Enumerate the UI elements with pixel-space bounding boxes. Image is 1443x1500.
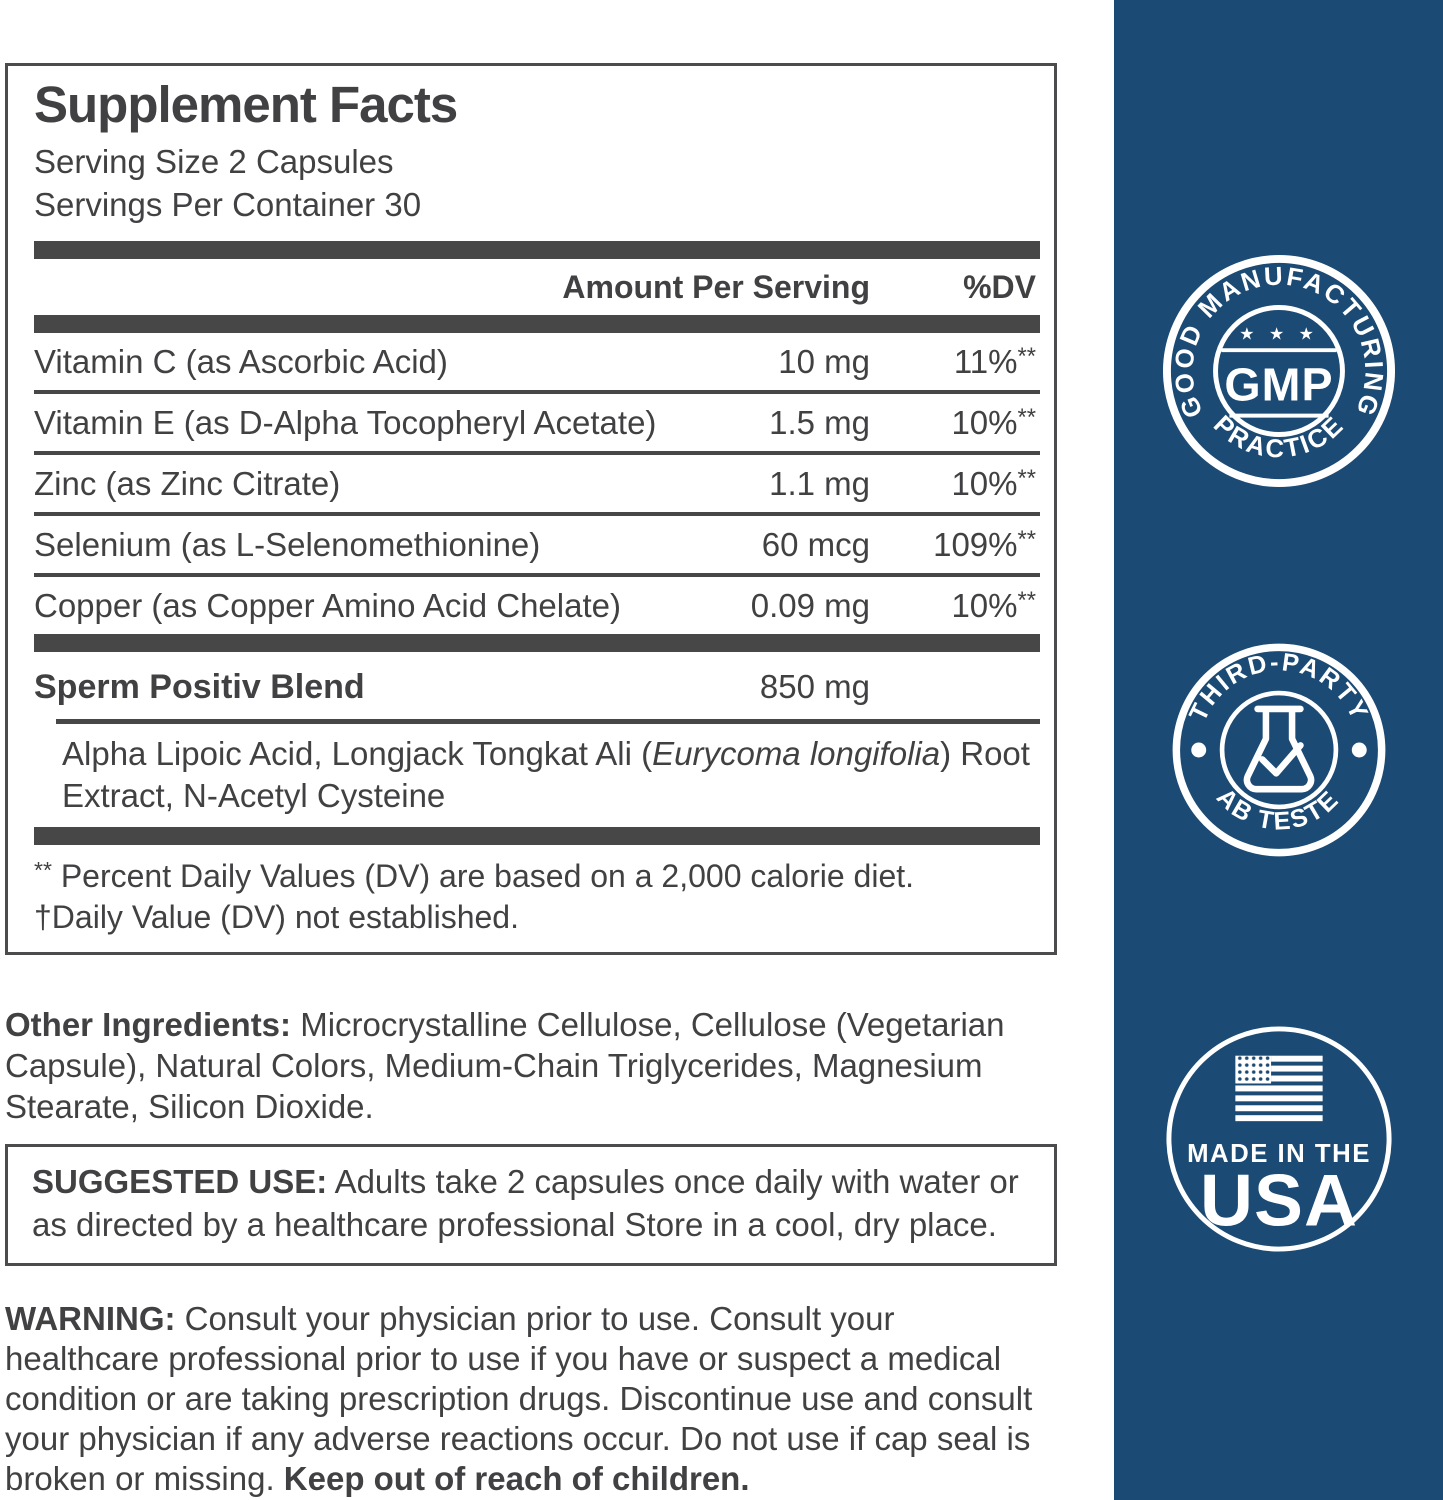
footnote-marker: **: [1017, 343, 1037, 371]
table-row: Selenium (as L-Selenomethionine) 60 mcg …: [34, 512, 1040, 573]
facts-column-header: Amount Per Serving %DV: [34, 259, 1040, 315]
row-amount: 1.1 mg: [769, 465, 870, 503]
svg-text:THIRD-PARTY: THIRD-PARTY: [1184, 648, 1374, 725]
star-icons: ★ ★ ★: [1239, 324, 1318, 343]
made-in-usa-badge-icon: MADE IN THE USA: [1165, 1026, 1392, 1252]
lab-tested-badge: THIRD-PARTY LAB TESTED: [1167, 638, 1391, 862]
dv-header: %DV: [963, 269, 1036, 306]
warning: WARNING: Consult your physician prior to…: [5, 1299, 1033, 1497]
footnote-marker: **: [1017, 465, 1037, 493]
divider-bar-thick: [34, 315, 1040, 334]
suggested-use-label: SUGGESTED USE:: [32, 1163, 328, 1201]
other-ingredients-label: Other Ingredients:: [5, 1006, 292, 1044]
row-amount: 1.5 mg: [769, 404, 870, 442]
other-ingredients: Other Ingredients: Microcrystalline Cell…: [5, 1006, 1005, 1126]
svg-text:GMP: GMP: [1224, 359, 1333, 411]
row-name: Copper (as Copper Amino Acid Chelate): [34, 587, 621, 625]
warning-label: WARNING:: [5, 1299, 176, 1337]
flask-icon: [1243, 705, 1314, 793]
footnote-marker: **: [1017, 404, 1037, 432]
footnotes: ** Percent Daily Values (DV) are based o…: [34, 845, 1040, 939]
svg-text:USA: USA: [1200, 1159, 1358, 1241]
row-name: Vitamin E (as D-Alpha Tocopheryl Acetate…: [34, 404, 657, 442]
serving-size: Serving Size 2 Capsules: [34, 142, 394, 180]
footnote-marker: **: [1017, 587, 1037, 615]
svg-text:MADE IN THE: MADE IN THE: [1187, 1140, 1371, 1168]
footnote-2: †Daily Value (DV) not established.: [34, 899, 519, 936]
label-main-column: Supplement Facts Serving Size 2 Capsules…: [5, 63, 1057, 1498]
warning-bold-ending: Keep out of reach of children.: [283, 1459, 750, 1497]
table-row: Vitamin C (as Ascorbic Acid) 10 mg 11%**: [34, 333, 1040, 390]
row-name: Zinc (as Zinc Citrate): [34, 465, 341, 503]
row-amount: 0.09 mg: [750, 587, 870, 625]
footnote-marker: **: [34, 857, 52, 884]
made-in-usa-badge: MADE IN THE USA: [1160, 1020, 1398, 1258]
row-dv: 109%**: [933, 526, 1036, 564]
row-amount: 60 mcg: [761, 526, 870, 564]
row-dv: 10%**: [951, 587, 1036, 625]
table-row: Vitamin E (as D-Alpha Tocopheryl Acetate…: [34, 390, 1040, 451]
suggested-use-box: SUGGESTED USE: Adults take 2 capsules on…: [5, 1144, 1057, 1266]
footnote-marker: **: [1017, 526, 1037, 554]
lab-tested-badge-icon: THIRD-PARTY LAB TESTED: [1167, 638, 1385, 857]
row-name: Selenium (as L-Selenomethionine): [34, 526, 541, 564]
row-dv: 11%**: [953, 343, 1037, 381]
facts-rows: Vitamin C (as Ascorbic Acid) 10 mg 11%**…: [34, 333, 1040, 634]
blend-row: Sperm Positiv Blend 850 mg: [34, 652, 1040, 719]
blend-separator-line: [56, 718, 1040, 724]
row-name: Vitamin C (as Ascorbic Acid): [34, 343, 448, 381]
sidebar: GOOD MANUFACTURING PRACTICE ★ ★ ★ GMP TH…: [1114, 0, 1443, 1500]
latin-name: Eurycoma longifolia: [652, 734, 941, 772]
svg-text:PRACTICE: PRACTICE: [1207, 410, 1349, 463]
table-row: Copper (as Copper Amino Acid Chelate) 0.…: [34, 573, 1040, 634]
row-dv: 10%**: [951, 465, 1036, 503]
divider-bar-thick: [34, 633, 1040, 652]
row-amount: 10 mg: [778, 343, 870, 381]
supplement-facts-panel: Supplement Facts Serving Size 2 Capsules…: [5, 63, 1057, 956]
servings-per-container: Servings Per Container 30: [34, 186, 422, 224]
gmp-badge: GOOD MANUFACTURING PRACTICE ★ ★ ★ GMP: [1160, 252, 1398, 490]
blend-name: Sperm Positiv Blend: [34, 667, 365, 706]
row-dv: 10%**: [951, 404, 1036, 442]
amount-per-serving-header: Amount Per Serving: [562, 269, 870, 306]
divider-bar-thick: [34, 241, 1040, 260]
table-row: Zinc (as Zinc Citrate) 1.1 mg 10%**: [34, 451, 1040, 512]
gmp-badge-icon: GOOD MANUFACTURING PRACTICE ★ ★ ★ GMP: [1162, 254, 1395, 488]
footnote-1: ** Percent Daily Values (DV) are based o…: [34, 857, 915, 894]
us-flag-icon: [1234, 1055, 1323, 1122]
divider-bar-thick: [34, 826, 1040, 845]
blend-ingredients: Alpha Lipoic Acid, Longjack Tongkat Ali …: [62, 734, 1030, 814]
supplement-facts-title: Supplement Facts: [34, 76, 458, 133]
blend-amount: 850 mg: [759, 667, 870, 705]
